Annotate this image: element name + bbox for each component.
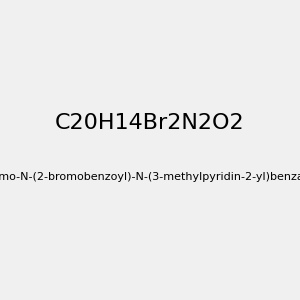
Text: 2-bromo-N-(2-bromobenzoyl)-N-(3-methylpyridin-2-yl)benzamide: 2-bromo-N-(2-bromobenzoyl)-N-(3-methylpy… bbox=[0, 172, 300, 182]
Text: C20H14Br2N2O2: C20H14Br2N2O2 bbox=[55, 113, 245, 133]
